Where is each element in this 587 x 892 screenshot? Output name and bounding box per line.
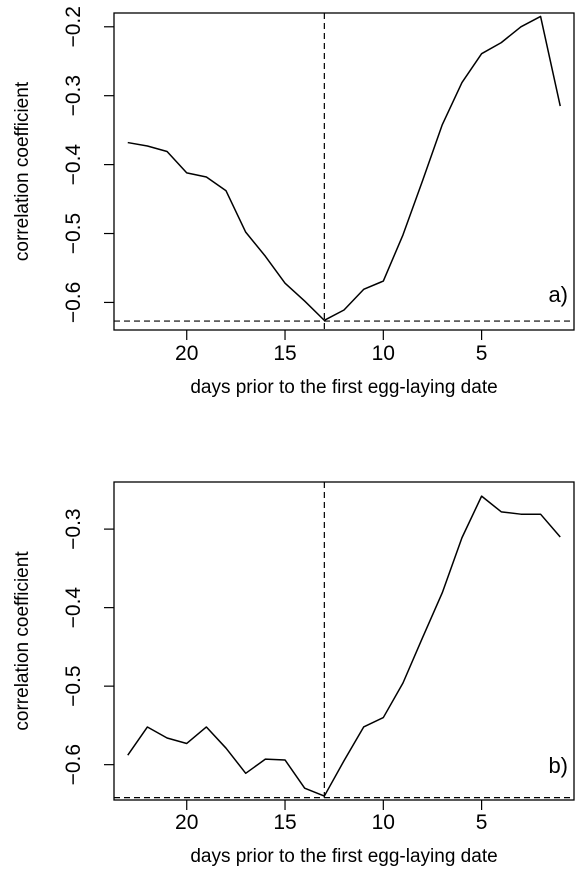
y-tick-label: −0.2: [62, 6, 85, 47]
x-axis-label: days prior to the first egg-laying date: [190, 377, 497, 398]
y-tick-label: −0.4: [62, 587, 85, 629]
x-tick-label: 10: [372, 342, 395, 365]
panel-label: b): [548, 753, 568, 778]
x-tick-label: 20: [175, 342, 198, 365]
plot-frame: [113, 481, 575, 801]
y-axis-label: correlation coefficient: [12, 81, 33, 261]
y-tick-label: −0.6: [62, 282, 85, 323]
x-tick-label: 20: [175, 811, 198, 834]
y-tick-label: −0.6: [62, 744, 85, 785]
x-tick-label: 15: [273, 811, 296, 834]
y-axis-label: correlation coefficient: [12, 551, 33, 731]
chart-panel-a: 20 15 10 5 −0.6 −0.5 −0.4 −0.3 −0.2 days prior to…: [12, 6, 575, 398]
x-tick-label: 5: [476, 811, 488, 834]
y-tick-label: −0.4: [62, 144, 85, 186]
correlation-series-line: [127, 15, 561, 322]
x-axis-label: days prior to the first egg-laying date: [190, 846, 497, 867]
correlation-series-line: [127, 495, 561, 797]
x-tick-label: 15: [273, 342, 296, 365]
y-tick-label: −0.3: [62, 75, 85, 116]
plot-frame: [113, 12, 575, 331]
panel-label: a): [548, 282, 568, 307]
x-tick-label: 5: [476, 342, 488, 365]
x-tick-label: 10: [372, 811, 395, 834]
y-tick-label: −0.5: [62, 665, 85, 706]
y-tick-label: −0.3: [62, 508, 85, 549]
chart-panel-b: 20 15 10 5 −0.6 −0.5 −0.4 −0.3 days prior to the…: [12, 481, 575, 867]
y-tick-label: −0.5: [62, 213, 85, 254]
